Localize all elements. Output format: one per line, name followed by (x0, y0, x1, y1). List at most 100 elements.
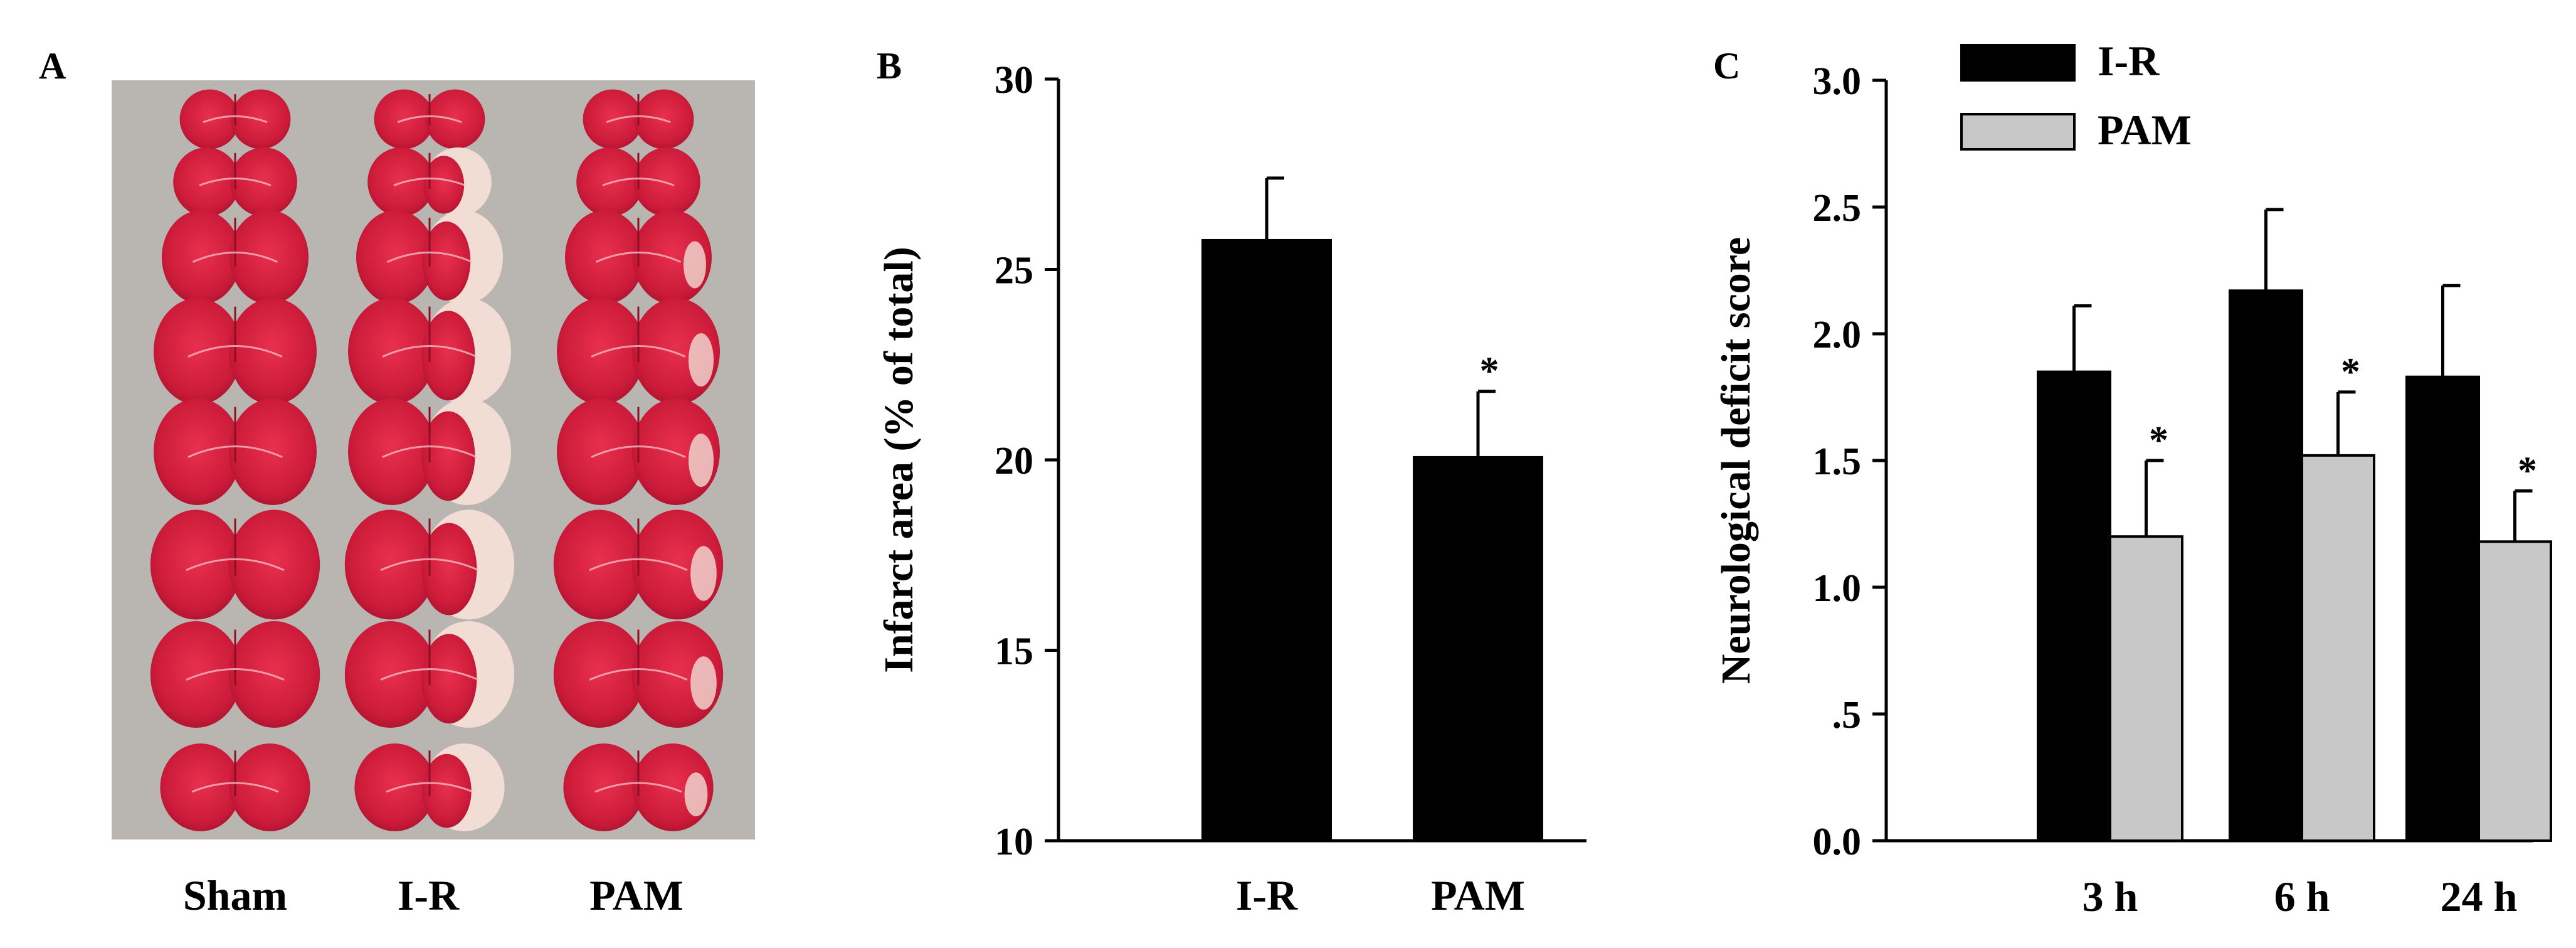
brain-slice-left-hemisphere (356, 210, 435, 304)
brain-slice-structure (380, 668, 479, 681)
brain-slice-right-hemisphere (230, 210, 309, 304)
y-axis-label: Neurological deficit score (1713, 237, 1759, 684)
brain-slice-left-hemisphere (348, 298, 436, 405)
brain-slice (356, 210, 503, 304)
brain-slice-left-hemisphere (154, 298, 241, 405)
legend-label-i-r: I-R (2098, 37, 2160, 85)
brain-slice-infarct (684, 241, 706, 289)
y-tick-label: 2.5 (1813, 187, 1862, 230)
y-tick-label: 1.5 (1813, 440, 1862, 483)
brain-slice-structure (199, 178, 272, 186)
brain-slice-left-hemisphere (565, 210, 644, 304)
brain-slice-left-hemisphere (553, 621, 645, 728)
legend-label-pam: PAM (2098, 106, 2192, 154)
panel-b-letter: B (877, 45, 902, 87)
brain-slice (557, 398, 720, 505)
brain-slice-structure (186, 558, 285, 572)
brain-slice-infarct (689, 434, 714, 487)
brain-slice-left-hemisphere (344, 509, 436, 620)
brain-slice-structure (397, 115, 462, 124)
brain-slice-left-hemisphere (162, 210, 241, 304)
brain-slice-infarct (690, 656, 717, 710)
brain-slice (150, 509, 320, 620)
y-tick-label: 20 (995, 440, 1033, 482)
brain-slice-left-hemisphere (160, 743, 241, 831)
brain-slice-right-residual (421, 634, 477, 724)
brain-slice-structure (380, 558, 479, 572)
brain-slice-structure (386, 782, 473, 793)
brain-slice (160, 743, 310, 831)
brain-slice (583, 89, 694, 149)
significance-marker: * (2518, 449, 2537, 492)
brain-slice-structure (382, 345, 477, 358)
significance-marker: * (2341, 351, 2360, 393)
brain-slice (557, 298, 720, 405)
y-tick-label: 30 (995, 59, 1033, 102)
brain-slice-columns (150, 89, 724, 831)
brain-slice-structure (606, 115, 671, 124)
brain-slice (348, 398, 511, 505)
brain-slice-structure (589, 668, 688, 681)
brain-slice-left-hemisphere (557, 298, 645, 405)
brain-slice-right-hemisphere (228, 621, 320, 728)
brain-slice-right-residual (421, 523, 477, 615)
brain-slice (154, 398, 317, 505)
brain-slice (367, 147, 492, 216)
brain-slice-right-hemisphere (229, 398, 317, 505)
brain-slice-left-hemisphere (354, 743, 436, 831)
brain-slice (162, 210, 309, 304)
y-tick-label: 1.0 (1813, 567, 1862, 610)
y-tick-label: 3.0 (1813, 60, 1862, 103)
brain-slice-structure (591, 445, 686, 458)
brain-slice-left-hemisphere (150, 509, 242, 620)
bar-i-r-24h (2405, 375, 2480, 842)
brain-slice-left-hemisphere (563, 743, 645, 831)
x-tick-label: 24 h (2441, 873, 2518, 920)
y-tick-label: .5 (1832, 694, 1862, 737)
brain-slice-structure (192, 252, 278, 263)
x-tick-label: 3 h (2082, 873, 2138, 920)
bar-i-r (1201, 238, 1332, 841)
brain-slice-left-hemisphere (150, 621, 242, 728)
brain-slice-left-hemisphere (344, 621, 436, 728)
legend: I-R PAM (1960, 37, 2192, 154)
brain-slice (179, 89, 291, 149)
brain-slice-right-hemisphere (229, 743, 310, 831)
brain-slice-right-residual (421, 311, 475, 401)
legend-swatch-pam (1960, 113, 2076, 151)
x-tick-label: I-R (1236, 871, 1298, 919)
brain-slice-structure (386, 252, 473, 263)
y-tick-label: 2.0 (1813, 314, 1862, 356)
group-label-sham: Sham (183, 871, 287, 919)
y-tick-label: 25 (995, 250, 1033, 292)
brain-slice-structure (393, 178, 466, 186)
brain-slice-right-residual (422, 221, 471, 301)
brain-slice (374, 89, 485, 149)
significance-marker: * (2149, 419, 2168, 462)
chart-b-plot: 10 15 20 25 30 Infarct area (% of total) I-R * P… (876, 59, 1586, 919)
brain-slice (354, 743, 505, 831)
bar-pam-6h (2301, 454, 2375, 842)
brain-slice-structure (589, 558, 688, 572)
brain-slice (154, 298, 317, 405)
brain-slice-infarct (689, 333, 714, 387)
brain-slice-left-hemisphere (557, 398, 645, 505)
brain-slice (344, 621, 515, 728)
brain-slice-structure (594, 782, 682, 793)
brain-slice-left-hemisphere (154, 398, 241, 505)
brain-slice-right-hemisphere (229, 298, 317, 405)
brain-slice-left-hemisphere (553, 509, 645, 620)
panel-a-brain-slices: A Sham I-R PAM (39, 45, 755, 919)
brain-slice (348, 298, 511, 405)
legend-swatch-i-r (1960, 44, 2076, 82)
brain-slice (565, 210, 712, 304)
brain-slice (150, 621, 320, 728)
brain-slice-structure (591, 345, 686, 358)
bar-pam-3h (2109, 535, 2183, 842)
brain-slice-structure (186, 668, 285, 681)
brain-slice-left-hemisphere (348, 398, 436, 505)
brain-slice-structure (187, 445, 283, 458)
y-axis-label: Infarct area (% of total) (876, 247, 922, 673)
